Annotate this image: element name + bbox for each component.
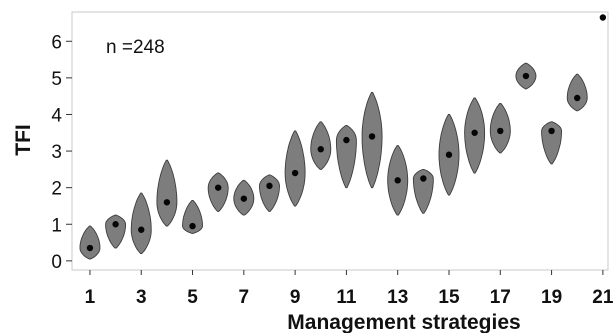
violin-group xyxy=(79,14,607,260)
violin-17 xyxy=(489,103,511,154)
violin-body xyxy=(207,172,229,212)
violin-18 xyxy=(515,62,537,90)
violin-body xyxy=(566,73,588,112)
violin-body xyxy=(182,200,203,234)
violin-body xyxy=(156,159,178,227)
median-point xyxy=(317,146,324,153)
x-tick-label: 9 xyxy=(290,287,301,308)
x-tick-label: 15 xyxy=(438,287,460,308)
median-point xyxy=(522,72,530,80)
violin-11 xyxy=(335,124,357,189)
median-point xyxy=(266,182,273,190)
violin-19 xyxy=(541,121,563,165)
median-point xyxy=(574,94,581,102)
x-tick-label: 3 xyxy=(136,287,147,308)
median-point xyxy=(445,151,453,158)
x-tick-label: 17 xyxy=(490,287,511,308)
x-tick-label: 1 xyxy=(85,287,96,308)
violin-8 xyxy=(259,174,280,212)
median-point xyxy=(112,221,119,228)
violin-16 xyxy=(464,97,486,174)
violin-9 xyxy=(284,130,306,207)
violin-10 xyxy=(310,121,332,170)
y-tick-label: 6 xyxy=(51,32,62,53)
x-tick-label: 7 xyxy=(239,287,250,308)
y-tick-label: 5 xyxy=(51,69,62,90)
median-point xyxy=(214,184,222,191)
violin-body xyxy=(79,225,101,260)
median-point xyxy=(138,226,145,233)
violin-7 xyxy=(233,179,255,216)
violin-21 xyxy=(599,14,607,21)
median-point xyxy=(240,195,248,202)
violin-1 xyxy=(79,225,101,260)
violin-body xyxy=(130,192,152,254)
violin-14 xyxy=(412,168,434,214)
median-point xyxy=(291,169,299,177)
x-tick-label: 11 xyxy=(336,287,357,308)
y-tick-label: 1 xyxy=(51,215,62,236)
y-tick-group: 0 1 2 3 4 5 6 xyxy=(51,32,72,273)
violin-5 xyxy=(182,200,203,234)
violin-body xyxy=(541,121,563,165)
x-tick-label: 13 xyxy=(387,287,408,308)
median-point xyxy=(343,136,350,144)
x-axis-title: Management strategies xyxy=(287,311,520,333)
violin-4 xyxy=(156,159,178,227)
y-tick-label: 0 xyxy=(51,252,62,273)
x-tick-label: 21 xyxy=(592,287,614,308)
median-point xyxy=(189,222,196,230)
violin-2 xyxy=(105,214,127,249)
y-tick-label: 3 xyxy=(51,142,62,163)
median-point xyxy=(497,127,504,135)
violin-3 xyxy=(130,192,152,254)
plot-frame xyxy=(71,11,609,271)
violin-body xyxy=(259,174,280,212)
violin-13 xyxy=(387,145,409,216)
y-tick-label: 4 xyxy=(51,105,62,126)
median-point xyxy=(86,244,94,252)
x-tick-label: 19 xyxy=(541,287,562,308)
y-tick-label: 2 xyxy=(51,179,62,200)
y-axis-title: TFI xyxy=(12,124,35,156)
median-point xyxy=(548,127,555,135)
median-point xyxy=(471,129,478,136)
x-tick-label: 5 xyxy=(187,287,198,308)
median-point xyxy=(368,133,376,140)
sample-size-annotation: n =248 xyxy=(106,37,165,58)
violin-12 xyxy=(361,92,383,189)
median-point xyxy=(599,14,607,21)
x-tick-group: 1 3 5 7 9 11 13 15 17 19 21 xyxy=(85,270,614,308)
violin-body xyxy=(310,121,332,170)
median-point xyxy=(163,199,171,206)
violin-body xyxy=(105,214,127,249)
violin-body xyxy=(335,124,357,189)
violin-20 xyxy=(566,73,588,112)
median-point xyxy=(394,177,401,184)
violin-body xyxy=(284,130,306,207)
median-point xyxy=(420,175,427,182)
violin-6 xyxy=(207,172,229,212)
violin-body xyxy=(412,168,434,214)
violin-15 xyxy=(438,114,460,196)
violin-body xyxy=(361,92,383,189)
